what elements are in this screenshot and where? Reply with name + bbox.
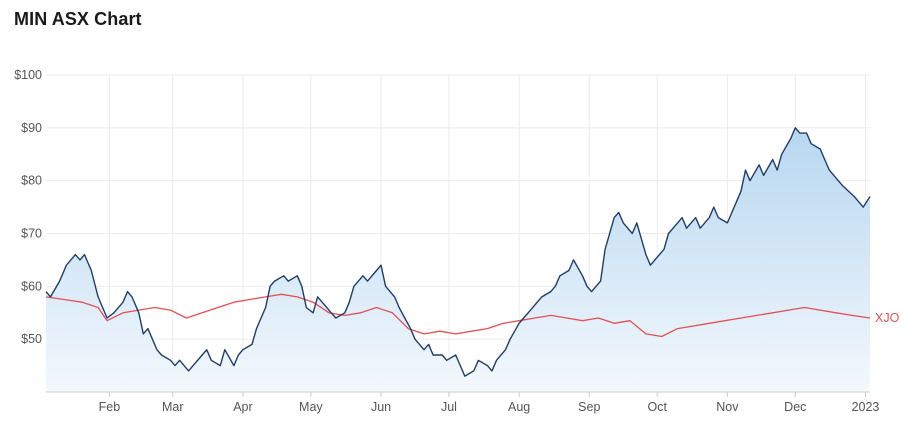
x-tick-label: Aug <box>508 400 530 414</box>
xjo-series-label: XJO <box>875 311 900 325</box>
y-tick-label: $100 <box>14 68 42 82</box>
x-tick-label: Apr <box>233 400 252 414</box>
x-tick-label: Jul <box>441 400 457 414</box>
x-tick-label: 2023 <box>852 400 880 414</box>
x-tick-label: Jun <box>371 400 391 414</box>
min-area-layer <box>46 127 870 393</box>
x-tick-label: Nov <box>716 400 739 414</box>
x-tick-label: Feb <box>99 400 121 414</box>
line-layer <box>45 127 871 377</box>
axes <box>46 391 870 397</box>
x-tick-label: Sep <box>578 400 600 414</box>
y-tick-label: $90 <box>21 121 42 135</box>
x-tick-label: Dec <box>784 400 806 414</box>
y-tick-label: $80 <box>21 174 42 188</box>
min-area-fill <box>46 127 870 393</box>
y-tick-label: $50 <box>21 332 42 346</box>
x-tick-label: May <box>299 400 323 414</box>
chart-title: MIN ASX Chart <box>14 9 142 29</box>
y-tick-label: $60 <box>21 279 42 293</box>
labels: $50 $60 $70 $80 $90 $100 Feb Mar Apr May Jun Jul Aug… <box>14 68 899 414</box>
xjo-series-line <box>45 293 871 338</box>
x-tick-label: Mar <box>162 400 184 414</box>
x-tick-label: Oct <box>647 400 667 414</box>
min-series-line <box>45 127 871 377</box>
y-tick-label: $70 <box>21 227 42 241</box>
